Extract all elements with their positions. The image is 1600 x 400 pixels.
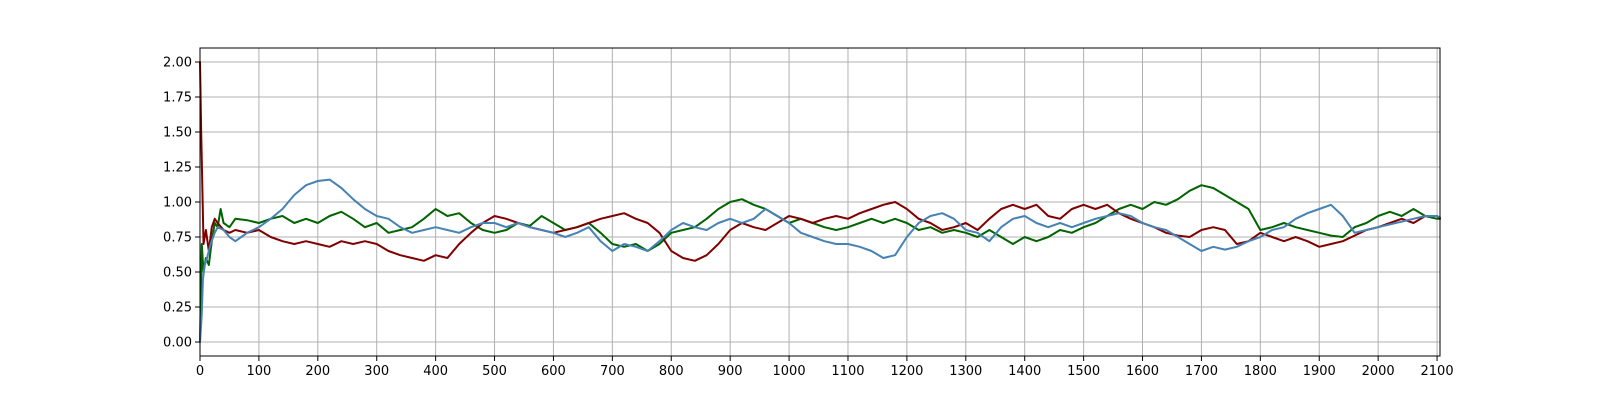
x-tick-label: 600 bbox=[541, 364, 566, 379]
x-tick-label: 1600 bbox=[1126, 364, 1159, 379]
x-tick-label: 1800 bbox=[1244, 364, 1277, 379]
grid bbox=[199, 48, 1440, 356]
x-tick-label: 700 bbox=[600, 364, 625, 379]
y-tick-label: 0.00 bbox=[163, 336, 192, 351]
x-tick-label: 0 bbox=[196, 364, 204, 379]
x-tick-label: 200 bbox=[305, 364, 330, 379]
y-tick-label: 1.75 bbox=[163, 91, 192, 106]
x-tick-label: 1100 bbox=[831, 364, 864, 379]
x-tick-label: 900 bbox=[718, 364, 743, 379]
x-tick-label: 800 bbox=[659, 364, 684, 379]
x-tick-label: 100 bbox=[246, 364, 271, 379]
ticks: 0 100 200 300 400 500 600 700 800 900 1000 1100 1200… bbox=[163, 56, 1454, 380]
x-tick-label: 1000 bbox=[773, 364, 806, 379]
x-tick-label: 2000 bbox=[1362, 364, 1395, 379]
series-line-3 bbox=[199, 178, 1441, 343]
x-tick-label: 300 bbox=[364, 364, 389, 379]
y-tick-label: 0.25 bbox=[163, 301, 192, 316]
y-tick-label: 0.50 bbox=[163, 266, 192, 281]
x-tick-label: 2100 bbox=[1421, 364, 1454, 379]
y-tick-label: 2.00 bbox=[163, 56, 192, 71]
series-line-1 bbox=[199, 184, 1441, 343]
x-tick-label: 400 bbox=[423, 364, 448, 379]
x-tick-label: 1500 bbox=[1067, 364, 1100, 379]
x-tick-label: 1700 bbox=[1185, 364, 1218, 379]
x-tick-label: 1900 bbox=[1303, 364, 1336, 379]
x-tick-label: 1400 bbox=[1008, 364, 1041, 379]
y-tick-label: 0.75 bbox=[163, 231, 192, 246]
series-line-2 bbox=[199, 61, 1441, 262]
y-tick-label: 1.50 bbox=[163, 126, 192, 141]
series-layer bbox=[199, 61, 1441, 343]
y-tick-label: 1.00 bbox=[163, 196, 192, 211]
x-tick-label: 1200 bbox=[890, 364, 923, 379]
x-tick-label: 500 bbox=[482, 364, 507, 379]
y-tick-label: 1.25 bbox=[163, 161, 192, 176]
x-tick-label: 1300 bbox=[949, 364, 982, 379]
